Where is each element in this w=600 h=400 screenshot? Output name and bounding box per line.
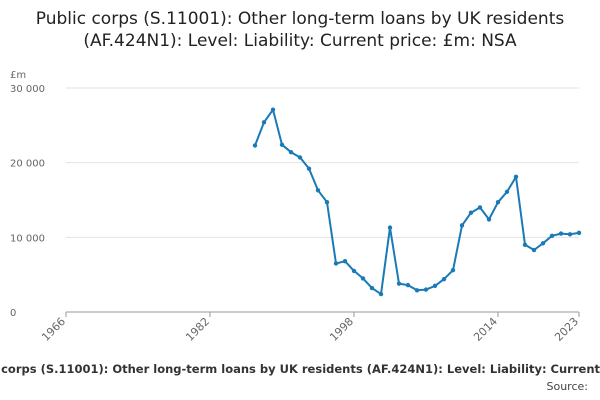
data-point[interactable] — [270, 107, 276, 112]
axes — [65, 311, 580, 317]
y-tick-label: 10 000 — [10, 233, 45, 244]
y-axis-unit-label: £m — [10, 70, 26, 81]
data-point[interactable] — [513, 174, 519, 180]
x-tick-label: 1998 — [327, 315, 356, 344]
grid-lines — [66, 87, 579, 238]
data-point[interactable] — [531, 247, 537, 253]
series-line — [254, 108, 580, 296]
data-point[interactable] — [576, 230, 582, 236]
data-point[interactable] — [522, 242, 528, 247]
data-point[interactable] — [549, 233, 555, 239]
data-point[interactable] — [351, 268, 357, 274]
y-tick-label: 0 — [10, 308, 16, 319]
data-point[interactable] — [333, 261, 339, 266]
x-tick-label: 2023 — [552, 315, 581, 344]
data-point[interactable] — [495, 200, 501, 205]
data-point[interactable] — [423, 287, 429, 292]
data-point[interactable] — [288, 150, 294, 155]
data-series — [252, 107, 582, 297]
x-tick-label: 1966 — [39, 315, 68, 344]
data-point[interactable] — [486, 217, 492, 222]
data-point[interactable] — [378, 291, 384, 297]
data-point[interactable] — [477, 205, 483, 210]
x-tick-labels: 1966 1982 1998 2014 2023 — [39, 315, 581, 344]
data-point[interactable] — [504, 189, 510, 194]
data-point[interactable] — [261, 120, 267, 125]
data-point[interactable] — [450, 267, 456, 273]
data-point[interactable] — [558, 231, 564, 236]
y-tick-label: 30 000 — [10, 84, 45, 95]
y-tick-label: 20 000 — [10, 159, 45, 170]
x-tick-label: 2014 — [471, 315, 500, 344]
data-point[interactable] — [405, 282, 411, 288]
data-point[interactable] — [324, 200, 330, 205]
data-point[interactable] — [306, 166, 312, 171]
data-point[interactable] — [315, 188, 321, 193]
data-point[interactable] — [396, 281, 402, 286]
data-point[interactable] — [360, 276, 366, 281]
data-point[interactable] — [459, 223, 465, 228]
data-point[interactable] — [297, 155, 303, 160]
x-tick-label: 1982 — [183, 315, 212, 344]
y-tick-labels: 0 10 000 20 000 30 000 — [10, 84, 45, 319]
data-point[interactable] — [252, 143, 258, 148]
data-point[interactable] — [342, 259, 348, 264]
footer-source-label: Source: — [546, 380, 589, 393]
chart-title: Public corps (S.11001): Other long-term … — [35, 9, 565, 51]
data-point[interactable] — [414, 288, 420, 293]
data-point[interactable] — [567, 232, 573, 237]
data-point[interactable] — [441, 276, 447, 282]
footer-series-title: Public corps (S.11001): Other long-term … — [0, 362, 600, 376]
data-point[interactable] — [279, 142, 285, 147]
data-point[interactable] — [369, 285, 375, 291]
data-point[interactable] — [387, 225, 393, 230]
data-point[interactable] — [468, 210, 474, 215]
data-point[interactable] — [432, 283, 438, 289]
data-point[interactable] — [540, 241, 546, 246]
